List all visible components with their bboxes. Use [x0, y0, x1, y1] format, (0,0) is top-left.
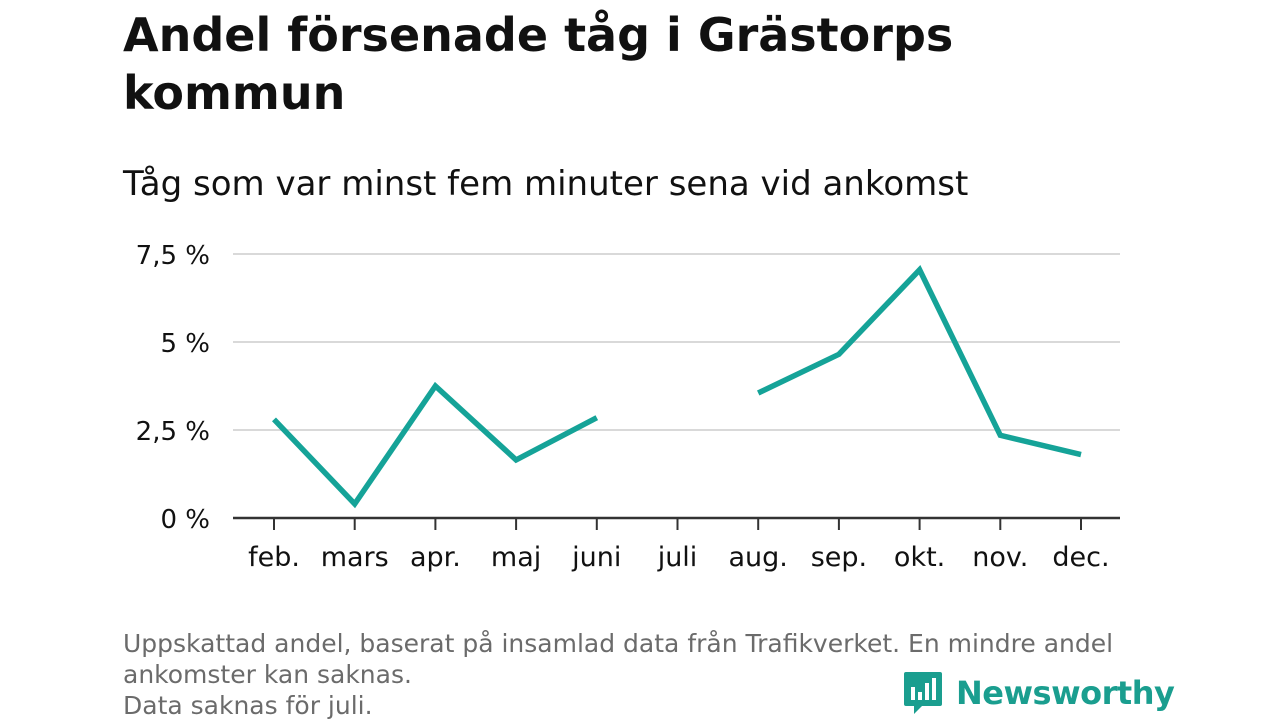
gridlines: [233, 253, 1120, 431]
y-tick-label: 2,5 %: [136, 417, 210, 447]
y-axis-tick-labels: 0 % 2,5 % 5 % 7,5 %: [136, 241, 210, 535]
x-tick-label: okt.: [894, 542, 945, 573]
footnote-line: Data saknas för juli.: [123, 691, 373, 720]
brand-name: Newsworthy: [956, 674, 1175, 712]
x-tick-label: maj: [491, 542, 541, 573]
x-axis: [233, 516, 1120, 530]
y-tick-label: 0 %: [160, 505, 210, 535]
x-tick-label: sep.: [811, 542, 867, 573]
brand: Newsworthy: [902, 670, 1175, 716]
footnote-line: Uppskattad andel, baserat på insamlad da…: [123, 629, 1114, 658]
footnote-line: ankomster kan saknas.: [123, 660, 412, 689]
series-line-segment: [757, 265, 1082, 458]
chart-subtitle: Tåg som var minst fem minuter sena vid a…: [123, 164, 969, 204]
newsworthy-logo-icon: [904, 672, 942, 714]
series-line-segment: [272, 381, 599, 509]
x-tick-label: aug.: [729, 542, 788, 573]
x-tick-label: feb.: [248, 542, 300, 573]
y-tick-label: 5 %: [160, 329, 210, 359]
x-tick-label: nov.: [972, 542, 1028, 573]
x-tick-label: dec.: [1052, 542, 1109, 573]
y-tick-label: 7,5 %: [136, 241, 210, 271]
footnote: Uppskattad andel, baserat på insamlad da…: [123, 628, 1163, 721]
x-tick-label: juni: [571, 542, 621, 573]
series-lines: [272, 265, 1082, 509]
x-tick-label: apr.: [410, 542, 461, 573]
x-axis-tick-labels: feb. mars apr. maj juni juli aug. sep. okt. nov. d…: [248, 542, 1110, 573]
x-tick-label: juli: [657, 542, 698, 573]
x-tick-label: mars: [321, 542, 389, 573]
chart-title: Andel försenade tåg i Grästorps kommun: [123, 8, 954, 120]
